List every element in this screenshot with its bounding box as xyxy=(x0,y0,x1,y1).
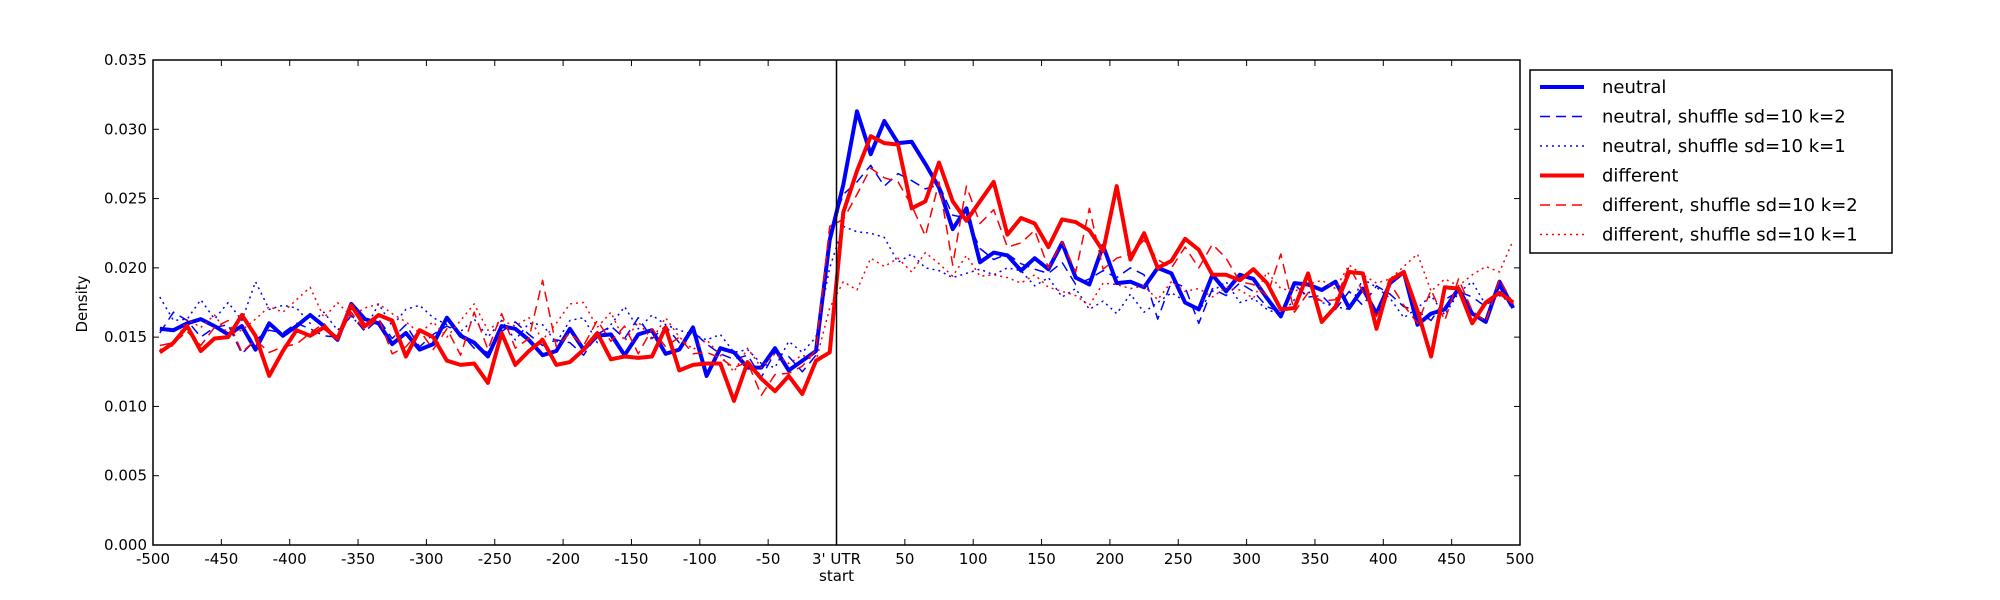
x-tick-label: 250 xyxy=(1164,550,1193,568)
y-tick-label: 0.035 xyxy=(104,51,147,69)
legend-box xyxy=(1529,69,1893,254)
y-tick-label: 0.000 xyxy=(104,536,147,554)
x-tick-label: 500 xyxy=(1506,550,1535,568)
legend-label-1: neutral xyxy=(1602,77,1666,98)
x-tick-label: start xyxy=(819,567,854,585)
x-tick-label: 400 xyxy=(1369,550,1398,568)
x-tick-label: 300 xyxy=(1232,550,1261,568)
x-tick-label: -100 xyxy=(683,550,717,568)
y-tick-label: 0.025 xyxy=(104,190,147,208)
legend-label-3: neutral, shuffle sd=10 k=1 xyxy=(1602,136,1846,157)
legend-label-2: neutral, shuffle sd=10 k=2 xyxy=(1602,107,1846,128)
x-tick-label: -500 xyxy=(136,550,170,568)
x-tick-label: 3' UTR xyxy=(812,550,861,568)
y-tick-label: 0.030 xyxy=(104,120,147,138)
x-tick-label: -200 xyxy=(546,550,580,568)
x-tick-label: -50 xyxy=(756,550,781,568)
x-tick-label: -350 xyxy=(341,550,375,568)
legend-label-6: different, shuffle sd=10 k=1 xyxy=(1602,225,1858,246)
x-tick-label: 200 xyxy=(1096,550,1125,568)
x-axis: -500 -450 -400 -350 -300 -250 -200 -150 -100 -50 3… xyxy=(136,60,1534,585)
x-tick-label: -400 xyxy=(273,550,307,568)
y-tick-label: 0.020 xyxy=(104,259,147,277)
legend: neutral neutral, shuffle sd=10 k=2 neutral… xyxy=(1529,69,1893,254)
x-tick-label: 350 xyxy=(1301,550,1330,568)
legend-label-4: different xyxy=(1602,166,1678,187)
x-tick-label: -300 xyxy=(409,550,443,568)
x-tick-label: 450 xyxy=(1437,550,1466,568)
x-tick-label: 150 xyxy=(1027,550,1056,568)
y-tick-label: 0.005 xyxy=(104,467,147,485)
series-line-5 xyxy=(159,167,1514,397)
y-tick-label: 0.010 xyxy=(104,397,147,415)
x-tick-label: 100 xyxy=(959,550,988,568)
x-tick-label: -250 xyxy=(478,550,512,568)
y-axis: 0.000 0.005 0.010 0.015 0.020 0.025 0.030 0.035 xyxy=(104,51,1520,554)
x-tick-label: 50 xyxy=(895,550,914,568)
y-tick-label: 0.015 xyxy=(104,328,147,346)
x-tick-label: -450 xyxy=(204,550,238,568)
plot-area xyxy=(152,59,1521,546)
x-tick-label: -150 xyxy=(614,550,648,568)
y-axis-title: Density xyxy=(73,275,91,332)
legend-label-5: different, shuffle sd=10 k=2 xyxy=(1602,195,1858,216)
